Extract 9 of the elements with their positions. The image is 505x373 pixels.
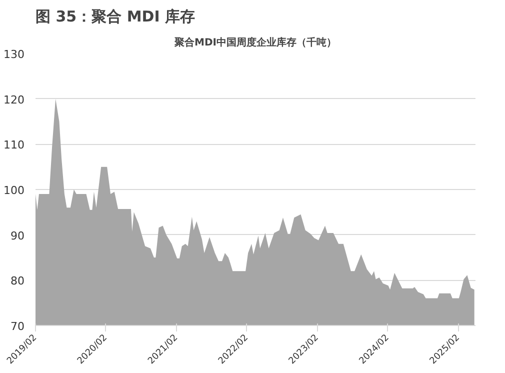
y-tick-label: 70 xyxy=(10,320,25,333)
y-tick-label: 80 xyxy=(10,274,25,288)
y-tick-label: 90 xyxy=(10,229,25,242)
chart-title: 图 35：聚合 MDI 库存 xyxy=(36,8,195,26)
chart-subtitle: 聚合MDI中国周度企业库存（千吨） xyxy=(174,36,336,48)
y-tick-label: 120 xyxy=(4,93,25,106)
y-tick-label: 130 xyxy=(4,48,25,61)
y-tick-label: 110 xyxy=(4,138,25,152)
y-tick-label: 100 xyxy=(4,184,25,197)
